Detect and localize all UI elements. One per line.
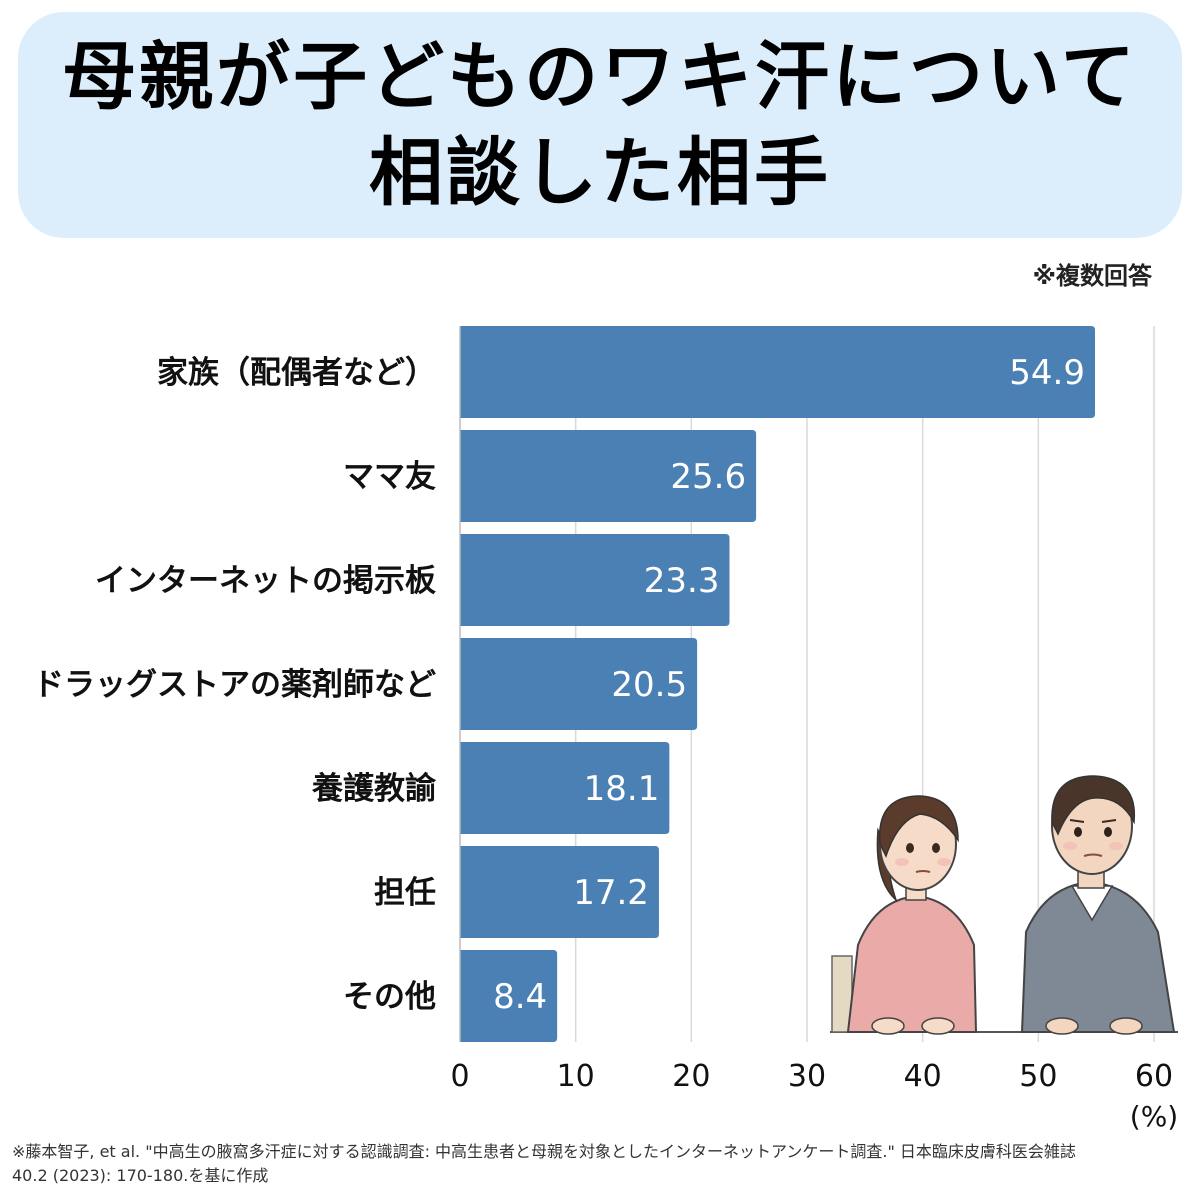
category-label: インターネットの掲示板 (95, 563, 436, 599)
category-label: ドラッグストアの薬剤師など (33, 667, 436, 703)
title-banner: 母親が子どものワキ汗について 相談した相手 (18, 12, 1182, 238)
x-tick-label: 50 (1019, 1059, 1057, 1094)
source-line-1: ※藤本智子, et al. "中高生の腋窩多汗症に対する認識調査: 中高生患者と… (12, 1142, 1076, 1161)
category-label: 担任 (374, 875, 436, 911)
couple-illustration (830, 775, 1178, 1035)
category-label: ママ友 (343, 459, 436, 495)
bar-value-label: 18.1 (584, 769, 660, 809)
bar (460, 534, 730, 626)
source-line-2: 40.2 (2023): 170-180.を基に作成 (12, 1166, 269, 1185)
x-tick-label: 20 (672, 1059, 710, 1094)
bar (460, 846, 659, 938)
x-tick-label: 10 (557, 1059, 595, 1094)
x-axis-unit: (%) (1130, 1100, 1178, 1130)
title-line-1: 母親が子どものワキ汗について (62, 34, 1138, 120)
bar-value-label: 17.2 (573, 873, 649, 913)
bar-value-label: 54.9 (1009, 353, 1085, 393)
multiple-answer-note: ※複数回答 (1032, 262, 1152, 290)
category-label: 家族（配偶者など） (157, 355, 436, 391)
x-tick-label: 30 (788, 1059, 826, 1094)
bar (460, 326, 1096, 418)
bar-value-label: 20.5 (611, 665, 687, 705)
bar (460, 950, 558, 1042)
x-tick-label: 0 (450, 1059, 469, 1094)
bar-value-label: 23.3 (644, 561, 720, 601)
category-label: その他 (343, 979, 436, 1015)
x-tick-label: 40 (904, 1059, 942, 1094)
source-citation: ※藤本智子, et al. "中高生の腋窩多汗症に対する認識調査: 中高生患者と… (12, 1140, 1188, 1188)
bar (460, 742, 670, 834)
x-tick-label: 60 (1135, 1059, 1173, 1094)
bar-value-label: 25.6 (670, 457, 746, 497)
title-line-2: 相談した相手 (369, 130, 831, 216)
category-label: 養護教諭 (311, 771, 437, 807)
bar (460, 430, 757, 522)
bar-value-label: 8.4 (493, 977, 547, 1017)
bar-chart: 0 10 20 30 40 50 60 (%) 54.9 家族（配偶者など） 25.6 ママ友 23.3… (33, 326, 1178, 1130)
bar (460, 638, 698, 730)
